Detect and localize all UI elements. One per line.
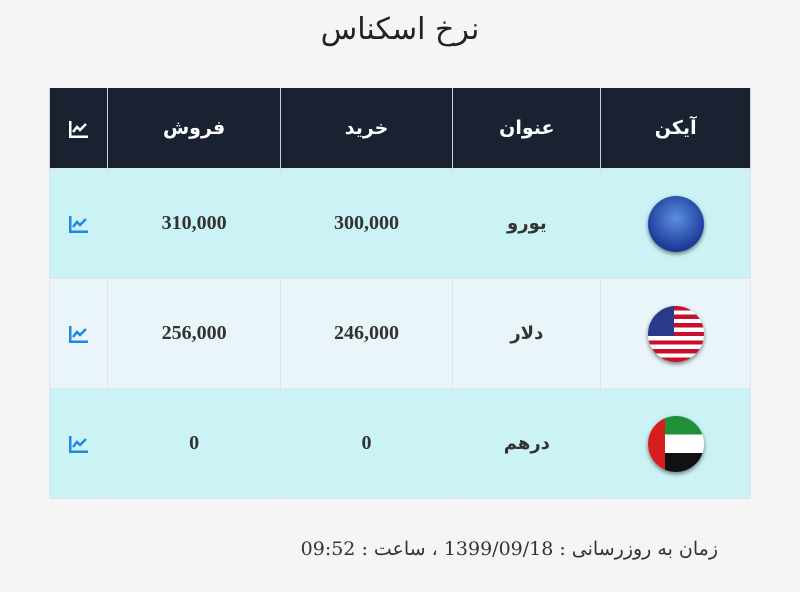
header-buy: خرید: [279, 88, 454, 169]
header-name: عنوان: [452, 88, 602, 169]
table-row: یورو 300,000 310,000: [48, 168, 751, 279]
chart-line-icon[interactable]: [68, 435, 89, 454]
currency-name: درهم: [452, 388, 602, 499]
buy-price: 300,000: [279, 168, 454, 279]
us-flag-icon: [647, 305, 704, 362]
currency-rate-table: آیکن عنوان خرید فروش یورو 300,000 310,00…: [48, 88, 751, 499]
update-time: زمان به روزرسانی : 1399/09/18 ، ساعت : 0…: [300, 538, 718, 560]
chart-line-icon: [68, 120, 88, 138]
header-chart: [48, 88, 109, 169]
table-header: آیکن عنوان خرید فروش: [48, 88, 751, 169]
eu-flag-icon: [647, 195, 704, 252]
buy-price: 246,000: [279, 278, 454, 389]
chart-line-icon[interactable]: [68, 325, 89, 344]
sell-price: 0: [107, 388, 281, 499]
sell-price: 310,000: [107, 168, 281, 279]
header-sell: فروش: [107, 88, 281, 169]
buy-price: 0: [279, 388, 454, 499]
currency-name: دلار: [452, 278, 602, 389]
sell-price: 256,000: [107, 278, 281, 389]
uae-flag-icon: [647, 415, 704, 472]
header-icon: آیکن: [600, 88, 751, 169]
chart-line-icon[interactable]: [68, 215, 89, 234]
page-title: نرخ اسکناس: [320, 12, 480, 47]
currency-name: یورو: [452, 168, 602, 279]
table-row: درهم 0 0: [48, 388, 751, 499]
table-row: دلار 246,000 256,000: [48, 278, 751, 389]
